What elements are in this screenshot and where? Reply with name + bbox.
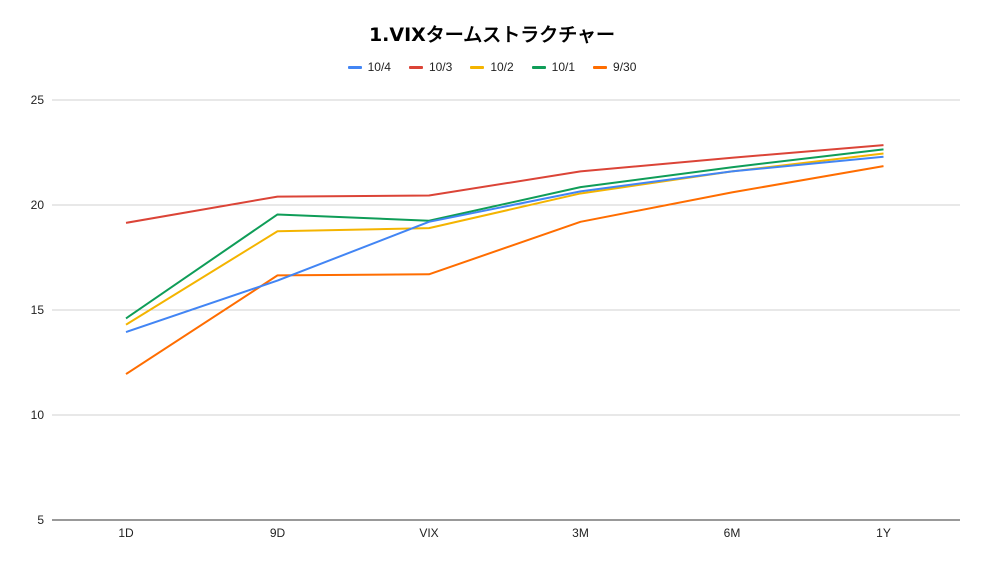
series-line — [125, 155, 884, 333]
legend-item: 10/1 — [531, 60, 576, 74]
y-tick-label: 10 — [31, 408, 45, 422]
legend-label: 10/2 — [490, 60, 514, 74]
chart-title: 1.VIXタームストラクチャー — [368, 24, 616, 46]
legend-item: 9/30 — [593, 60, 636, 74]
y-tick-label: 5 — [37, 513, 44, 527]
legend-label: 10/1 — [551, 60, 576, 74]
legend-swatch — [531, 65, 546, 69]
legend-item: 10/2 — [470, 60, 514, 74]
legend-swatch — [470, 65, 485, 69]
legend-label: 10/3 — [428, 60, 453, 74]
x-tick-label: 6M — [724, 526, 741, 540]
series-line — [125, 148, 884, 320]
legend-item: 10/4 — [347, 60, 391, 74]
legend: 10/4 10/3 10/2 10/1 9/30 — [0, 60, 984, 74]
series-line — [125, 165, 884, 375]
x-tick-label: 1D — [118, 526, 134, 540]
y-tick-label: 15 — [31, 303, 45, 317]
x-tick-label: 1Y — [876, 526, 891, 540]
series-line — [125, 144, 884, 224]
legend-item: 10/3 — [408, 60, 453, 74]
legend-swatch — [408, 65, 423, 69]
legend-label: 10/4 — [367, 60, 391, 74]
x-tick-label: 9D — [270, 526, 286, 540]
legend-swatch — [347, 65, 362, 69]
y-tick-label: 20 — [31, 198, 45, 212]
legend-label: 9/30 — [613, 60, 637, 74]
legend-swatch — [593, 65, 608, 69]
x-tick-label: 3M — [572, 526, 589, 540]
y-tick-label: 25 — [31, 93, 45, 107]
x-tick-label: VIX — [419, 526, 438, 540]
